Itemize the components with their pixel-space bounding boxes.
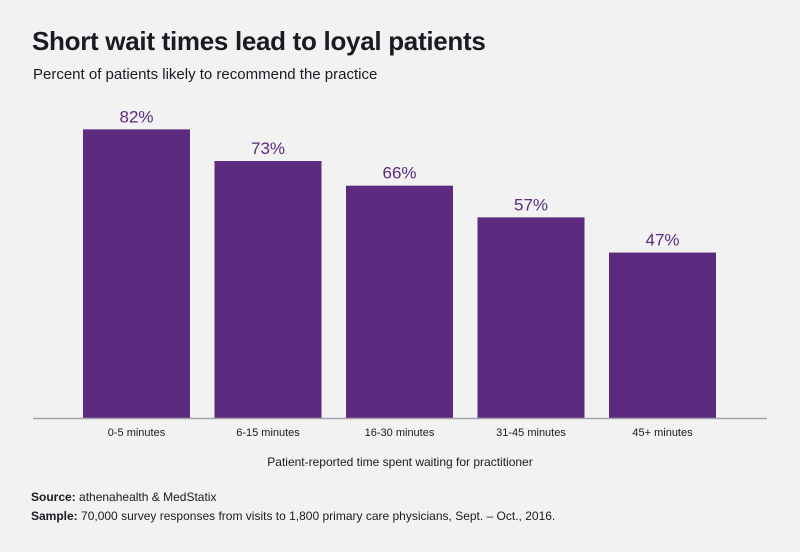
x-axis-label: Patient-reported time spent waiting for …	[267, 455, 532, 469]
chart-title: Short wait times lead to loyal patients	[32, 26, 486, 56]
bar-0-5-minutes	[83, 129, 190, 419]
data-label: 66%	[382, 164, 416, 183]
x-tick-label: 16-30 minutes	[365, 427, 435, 439]
bar-6-15-minutes	[214, 161, 322, 419]
sample-note: Sample: 70,000 survey responses from vis…	[31, 509, 555, 523]
x-tick-label: 31-45 minutes	[496, 427, 566, 439]
bar-31-45-minutes	[477, 217, 585, 418]
bar-16-30-minutes	[346, 185, 453, 418]
source-label: Source:	[31, 490, 76, 504]
sample-label: Sample:	[31, 509, 78, 523]
data-label: 57%	[514, 195, 548, 214]
chart-subtitle: Percent of patients likely to recommend …	[33, 66, 378, 83]
sample-text: 70,000 survey responses from visits to 1…	[81, 509, 556, 523]
x-tick-label: 45+ minutes	[632, 427, 693, 439]
x-tick-label: 6-15 minutes	[236, 427, 300, 439]
source-text: athenahealth & MedStatix	[79, 490, 217, 504]
bar-chart: 82% 0-5 minutes 73% 6-15 minutes 66% 16-30 mi…	[33, 107, 767, 469]
data-label: 73%	[251, 139, 285, 158]
source-note: Source: athenahealth & MedStatix	[31, 490, 216, 504]
data-label: 82%	[119, 107, 153, 126]
bar-45-minutes	[609, 252, 716, 418]
data-label: 47%	[645, 231, 679, 250]
x-tick-label: 0-5 minutes	[108, 427, 166, 439]
